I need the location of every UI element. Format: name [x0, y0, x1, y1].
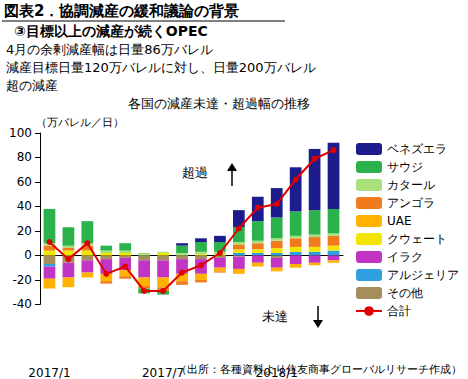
svg-text:サウジ: サウジ [387, 160, 423, 174]
svg-text:クウェート: クウェート [387, 232, 447, 246]
svg-text:2018/1: 2018/1 [256, 366, 298, 379]
svg-text:100: 100 [9, 126, 32, 140]
svg-text:-20: -20 [12, 273, 32, 287]
svg-text:ベネズエラ: ベネズエラ [387, 142, 447, 156]
svg-text:（万バレル／日）: （万バレル／日） [36, 116, 124, 129]
svg-text:超の減産: 超の減産 [6, 78, 58, 93]
svg-text:80: 80 [17, 150, 32, 164]
svg-text:4月の余剰減産幅は日量86万バレル: 4月の余剰減産幅は日量86万バレル [6, 42, 213, 57]
svg-text:UAE: UAE [387, 214, 412, 228]
svg-text:アンゴラ: アンゴラ [387, 196, 435, 210]
svg-text:60: 60 [17, 175, 32, 189]
svg-text:-40: -40 [12, 297, 32, 311]
svg-text:合計: 合計 [387, 304, 411, 318]
svg-text:未達: 未達 [262, 309, 288, 324]
svg-text:超過: 超過 [182, 165, 208, 180]
svg-text:各国の減産未達・超過幅の推移: 各国の減産未達・超過幅の推移 [128, 96, 310, 111]
svg-text:（出所：各種資料より住友商事グローバルリサーチ作成）: （出所：各種資料より住友商事グローバルリサーチ作成） [176, 363, 462, 376]
svg-text:アルジェリア: アルジェリア [387, 268, 459, 282]
svg-text:カタール: カタール [387, 178, 435, 192]
svg-text:2017/1: 2017/1 [28, 366, 70, 379]
svg-text:イラク: イラク [387, 250, 423, 264]
svg-text:0: 0 [24, 248, 32, 262]
svg-text:2017/7: 2017/7 [142, 366, 184, 379]
svg-text:減産目標日量120万バレルに対し、日量200万バレル: 減産目標日量120万バレルに対し、日量200万バレル [6, 60, 316, 75]
svg-text:その他: その他 [387, 286, 423, 300]
svg-text:図表2．協調減産の緩和議論の背景: 図表2．協調減産の緩和議論の背景 [4, 2, 239, 20]
svg-text:20: 20 [17, 224, 32, 238]
svg-text:40: 40 [17, 199, 32, 213]
svg-text:③目標以上の減産が続くOPEC: ③目標以上の減産が続くOPEC [14, 23, 208, 39]
